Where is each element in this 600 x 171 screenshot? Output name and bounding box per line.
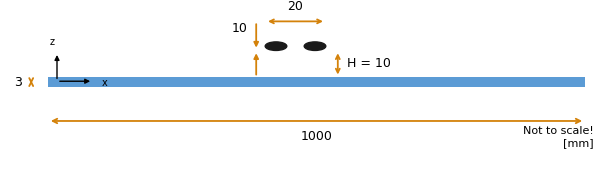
Text: 3: 3 (14, 76, 22, 89)
Text: 20: 20 (287, 0, 304, 13)
Text: 10: 10 (232, 22, 247, 35)
Ellipse shape (304, 42, 326, 50)
Text: H = 10: H = 10 (347, 57, 391, 70)
Ellipse shape (265, 42, 287, 50)
Text: z: z (50, 37, 55, 47)
FancyBboxPatch shape (48, 77, 585, 87)
Text: x: x (102, 78, 108, 88)
Text: 1000: 1000 (301, 130, 332, 143)
Text: Not to scale!
[mm]: Not to scale! [mm] (523, 126, 594, 148)
